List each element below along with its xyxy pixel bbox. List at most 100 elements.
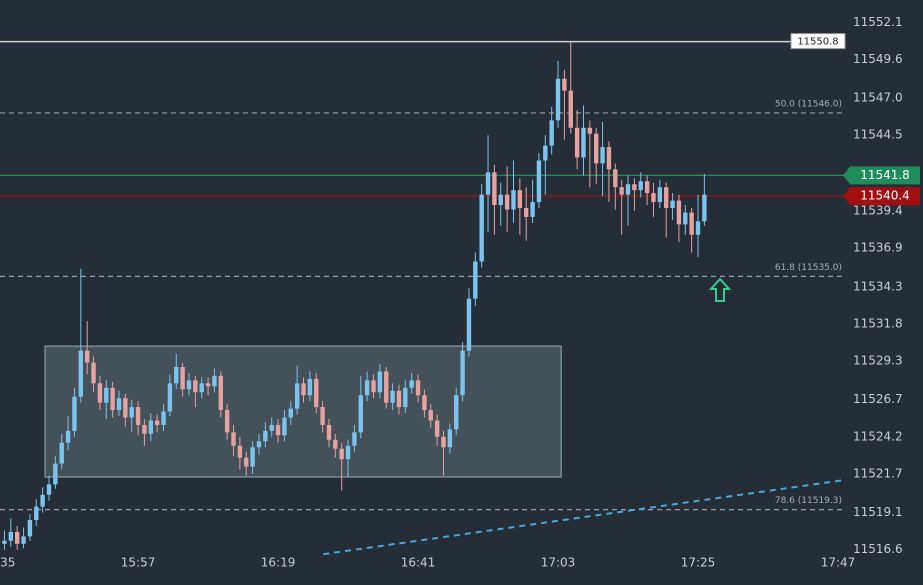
candle-body (632, 184, 637, 191)
candle-body (371, 380, 376, 393)
y-tick-label: 11539.4 (853, 203, 903, 217)
buy-arrow (708, 277, 732, 302)
candle-body (504, 194, 510, 210)
candle-body (135, 407, 141, 425)
candle-body (434, 420, 440, 437)
candle-body (72, 396, 77, 431)
candle-body (403, 387, 408, 408)
x-tick-label: 16:41 (401, 556, 436, 570)
candle-body (84, 350, 90, 363)
candle-body (543, 145, 548, 161)
candle-body (14, 531, 20, 544)
candle-body (129, 407, 134, 418)
candle-body (517, 190, 523, 209)
candle-body (167, 383, 173, 412)
candle-body (364, 380, 370, 396)
candle-body (53, 463, 58, 485)
candle-body (345, 445, 351, 460)
candle-body (34, 506, 39, 521)
candle-body (91, 362, 96, 384)
candle-body (676, 200, 682, 225)
candle-body (485, 172, 491, 195)
candle-body (396, 390, 402, 408)
candle-body (428, 410, 433, 421)
candle-body (148, 420, 154, 434)
candle-body (695, 221, 701, 235)
candle-body (498, 194, 503, 206)
candle-body (479, 194, 484, 262)
y-tick-label: 11521.7 (853, 466, 903, 480)
candle-body (441, 436, 446, 448)
candle-body (269, 424, 274, 431)
y-tick-label: 11547.0 (853, 91, 903, 105)
y-tick-label: 11526.7 (853, 392, 903, 406)
candle-body (606, 147, 612, 170)
candle-body (314, 378, 319, 408)
candle-body (651, 193, 656, 203)
candle-body (161, 411, 166, 425)
candle-body (110, 387, 115, 411)
candle-body (619, 187, 624, 195)
candle-body (524, 208, 529, 217)
candle-body (625, 184, 631, 195)
x-tick-label: 17:47 (821, 556, 856, 570)
candle-body (454, 395, 459, 430)
y-tick-label: 11549.6 (853, 52, 903, 66)
candle-body (320, 407, 325, 425)
candle-body (288, 408, 293, 418)
candle-body (180, 366, 185, 390)
candle-body (574, 127, 580, 158)
candle-body (568, 90, 573, 128)
y-tick-label: 11519.1 (853, 505, 903, 519)
candle-body (65, 430, 71, 443)
candle-body (555, 78, 561, 121)
candle-body (154, 420, 160, 425)
x-tick-label: 17:25 (681, 556, 716, 570)
price-tag (843, 166, 920, 185)
candle-body (59, 442, 64, 464)
candle-body (581, 127, 586, 158)
x-tick-label: 16:19 (261, 556, 296, 570)
candle-body (358, 395, 363, 433)
candle-body (657, 187, 663, 203)
candle-body (689, 212, 694, 235)
candle-body (333, 439, 338, 449)
candle-body (218, 375, 223, 411)
candle-body (294, 383, 300, 409)
candle-body (549, 120, 554, 146)
candle-body (116, 398, 122, 411)
fib-label: 61.8 (11535.0) (775, 263, 842, 273)
candle-body (409, 380, 414, 388)
candle-body (473, 261, 478, 299)
candle-body (307, 378, 313, 396)
candle-body (460, 350, 465, 396)
candle-body (237, 445, 243, 458)
candle-body (447, 429, 453, 448)
candle-body (702, 194, 707, 222)
y-tick-label: 11544.5 (853, 128, 903, 142)
candle-body (40, 494, 45, 507)
candle-body (530, 202, 535, 217)
candle-body (384, 371, 389, 403)
x-tick-label: 15:57 (121, 556, 156, 570)
candle-body (8, 531, 14, 541)
x-tick-label: 15:35 (0, 556, 15, 570)
candle-body (27, 520, 33, 537)
candle-body (492, 172, 497, 206)
candle-body (594, 133, 599, 164)
price-tag-label: 11541.8 (860, 168, 910, 182)
y-tick-label: 11534.3 (853, 279, 903, 293)
candle-body (562, 78, 567, 91)
candle-body (193, 380, 198, 393)
candle-body (231, 432, 236, 446)
price-tag-label: 11540.4 (860, 189, 910, 203)
candle-body (174, 366, 179, 384)
candle-body (104, 387, 109, 403)
y-tick-label: 11531.8 (853, 316, 903, 330)
candle-body (670, 200, 675, 209)
candle-body (377, 371, 383, 393)
y-tick-label: 11536.9 (853, 241, 903, 255)
x-tick-label: 17:03 (541, 556, 576, 570)
candle-body (613, 169, 618, 188)
candle-body (664, 187, 669, 209)
